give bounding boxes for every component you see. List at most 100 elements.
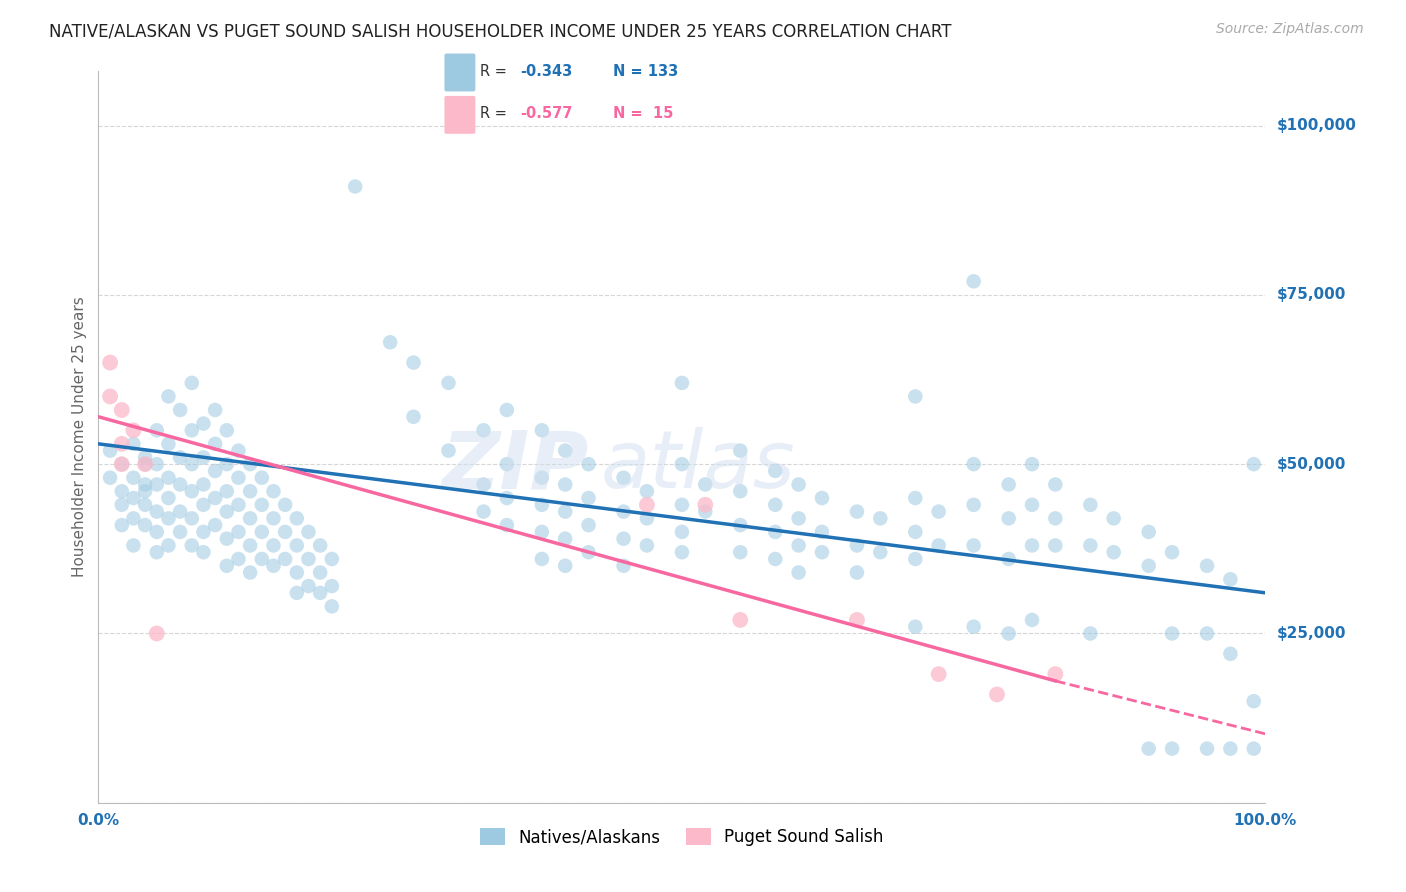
Point xyxy=(111,498,134,512)
Point xyxy=(530,423,553,437)
Point xyxy=(111,457,134,471)
Point xyxy=(193,417,215,431)
Point xyxy=(554,443,576,458)
Point xyxy=(787,477,810,491)
Point xyxy=(730,613,752,627)
Point xyxy=(1137,524,1160,539)
Point xyxy=(157,491,180,505)
Point xyxy=(402,355,425,369)
Point xyxy=(986,688,1008,702)
Point xyxy=(530,524,553,539)
Point xyxy=(111,484,134,499)
Point xyxy=(1137,558,1160,573)
Point xyxy=(134,498,156,512)
Point xyxy=(530,471,553,485)
Point xyxy=(496,457,519,471)
Point xyxy=(321,599,343,614)
Point xyxy=(134,457,156,471)
Point xyxy=(169,524,191,539)
Point xyxy=(1219,741,1241,756)
Point xyxy=(846,538,869,552)
Text: ZIP: ZIP xyxy=(441,427,589,506)
Point xyxy=(344,179,367,194)
Point xyxy=(122,437,145,451)
Point xyxy=(472,477,495,491)
Point xyxy=(1080,538,1102,552)
Point xyxy=(695,498,717,512)
Point xyxy=(285,538,308,552)
Point xyxy=(309,566,332,580)
Point xyxy=(228,498,250,512)
Point xyxy=(239,484,262,499)
Point xyxy=(146,423,169,437)
Point xyxy=(730,484,752,499)
Point xyxy=(671,545,693,559)
Point xyxy=(228,471,250,485)
Point xyxy=(134,477,156,491)
Point xyxy=(671,376,693,390)
Point xyxy=(904,552,927,566)
Point xyxy=(928,505,950,519)
Legend: Natives/Alaskans, Puget Sound Salish: Natives/Alaskans, Puget Sound Salish xyxy=(474,822,890,853)
Point xyxy=(169,450,191,465)
Point xyxy=(239,457,262,471)
Point xyxy=(380,335,402,350)
Point xyxy=(1021,498,1043,512)
Point xyxy=(846,566,869,580)
Text: -0.343: -0.343 xyxy=(520,64,572,78)
Point xyxy=(1102,511,1125,525)
Point xyxy=(204,403,226,417)
Point xyxy=(763,552,786,566)
Point xyxy=(134,450,156,465)
Point xyxy=(157,389,180,403)
Point xyxy=(904,620,927,634)
Point xyxy=(180,538,202,552)
Point xyxy=(695,477,717,491)
Point xyxy=(321,579,343,593)
FancyBboxPatch shape xyxy=(444,96,475,134)
Point xyxy=(122,423,145,437)
Text: N = 133: N = 133 xyxy=(613,64,678,78)
Point xyxy=(180,484,202,499)
Point xyxy=(250,471,273,485)
Point xyxy=(1243,741,1265,756)
Point xyxy=(1045,667,1067,681)
Point xyxy=(1161,626,1184,640)
Point xyxy=(636,498,658,512)
Point xyxy=(1102,545,1125,559)
Point xyxy=(111,457,134,471)
Point xyxy=(1021,457,1043,471)
Point xyxy=(285,566,308,580)
Point xyxy=(636,484,658,499)
Point xyxy=(157,471,180,485)
Point xyxy=(997,626,1019,640)
Point xyxy=(180,511,202,525)
Point xyxy=(1045,538,1067,552)
Point xyxy=(636,538,658,552)
Point xyxy=(671,457,693,471)
Point xyxy=(962,457,984,471)
Point xyxy=(215,423,238,437)
Point xyxy=(193,498,215,512)
Point xyxy=(297,579,319,593)
Point xyxy=(787,566,810,580)
Point xyxy=(169,505,191,519)
Point xyxy=(904,524,927,539)
Point xyxy=(215,532,238,546)
Point xyxy=(228,524,250,539)
Point xyxy=(1080,626,1102,640)
Point xyxy=(612,505,634,519)
Point xyxy=(239,538,262,552)
Point xyxy=(496,403,519,417)
Point xyxy=(134,484,156,499)
Point xyxy=(157,437,180,451)
Point xyxy=(228,552,250,566)
Point xyxy=(472,423,495,437)
Point xyxy=(869,545,891,559)
Point xyxy=(554,477,576,491)
Point xyxy=(962,498,984,512)
Point xyxy=(1137,741,1160,756)
Point xyxy=(111,437,134,451)
Point xyxy=(180,423,202,437)
Text: $100,000: $100,000 xyxy=(1277,118,1357,133)
